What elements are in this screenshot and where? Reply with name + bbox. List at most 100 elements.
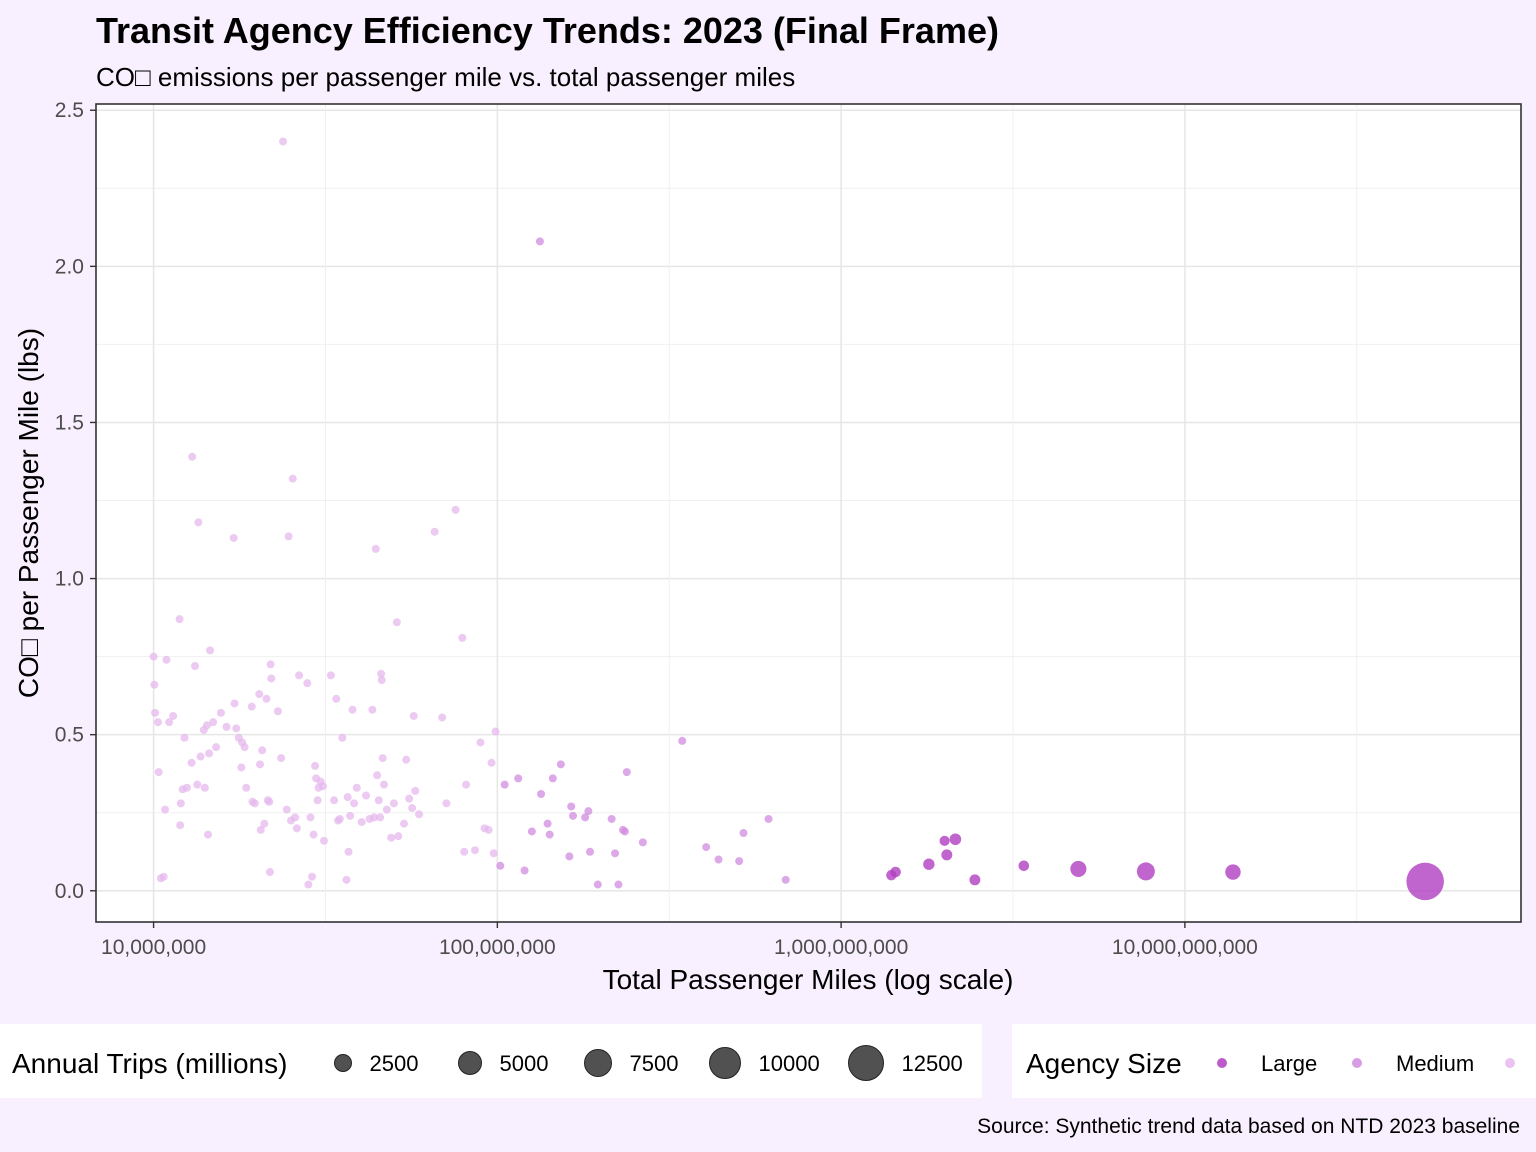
data-point-medium xyxy=(702,843,711,852)
data-point-small xyxy=(387,833,396,842)
x-axis-title: Total Passenger Miles (log scale) xyxy=(603,964,1014,995)
data-point-small xyxy=(409,711,418,720)
data-point-small xyxy=(292,824,301,833)
data-point-medium xyxy=(543,819,552,828)
color-legend-key xyxy=(1352,1058,1362,1068)
data-point-small xyxy=(209,718,218,727)
data-point-small xyxy=(188,452,197,461)
data-point-small xyxy=(256,760,265,769)
y-tick-label: 0.0 xyxy=(55,880,84,903)
data-point-small xyxy=(362,791,371,800)
data-point-small xyxy=(303,679,312,688)
data-point-small xyxy=(318,782,327,791)
data-point-medium xyxy=(581,813,590,822)
data-point-small xyxy=(392,618,401,627)
data-point-small xyxy=(182,783,191,792)
data-point-small xyxy=(229,533,238,542)
data-point-small xyxy=(256,825,265,834)
data-point-large xyxy=(949,833,962,846)
data-point-small xyxy=(202,721,211,730)
data-point-small xyxy=(389,799,398,808)
data-point-small xyxy=(291,813,300,822)
data-point-small xyxy=(282,805,291,814)
data-point-medium xyxy=(611,849,620,858)
size-legend-key xyxy=(584,1049,612,1077)
size-legend-label: 10000 xyxy=(759,1051,820,1076)
x-tick-label: 1,000,000,000 xyxy=(774,936,908,959)
data-point-small xyxy=(309,830,318,839)
data-point-small xyxy=(378,754,387,763)
data-point-small xyxy=(237,763,246,772)
data-point-small xyxy=(230,699,239,708)
y-tick-label: 1.5 xyxy=(55,411,84,434)
color-legend-box xyxy=(1012,1024,1536,1098)
data-point-small xyxy=(205,749,214,758)
data-point-large xyxy=(923,858,935,870)
color-legend-label: Medium xyxy=(1396,1051,1474,1076)
data-point-small xyxy=(394,832,403,841)
data-point-small xyxy=(379,780,388,789)
size-legend-label: 12500 xyxy=(902,1051,963,1076)
data-point-small xyxy=(222,722,231,731)
data-point-medium xyxy=(569,811,578,820)
data-point-small xyxy=(266,660,275,669)
gridlines xyxy=(96,104,1521,922)
data-point-small xyxy=(332,694,341,703)
data-point-large xyxy=(890,866,901,878)
data-point-medium xyxy=(537,789,546,798)
data-point-small xyxy=(260,819,269,828)
data-point-small xyxy=(250,799,259,808)
data-point-small xyxy=(352,783,361,792)
data-point-small xyxy=(357,818,366,827)
data-point-small xyxy=(194,518,203,527)
data-point-small xyxy=(267,674,276,683)
data-point-small xyxy=(284,532,293,541)
data-points xyxy=(149,137,1444,901)
y-tick-label: 0.5 xyxy=(55,724,84,747)
data-point-small xyxy=(342,875,351,884)
data-point-small xyxy=(255,690,264,699)
data-point-small xyxy=(153,718,162,727)
data-point-medium xyxy=(735,857,744,866)
data-point-small xyxy=(382,805,391,814)
data-point-medium xyxy=(585,847,594,856)
data-point-small xyxy=(232,724,241,733)
size-legend-key xyxy=(709,1047,741,1079)
data-point-small xyxy=(149,652,158,661)
data-point-small xyxy=(370,813,379,822)
data-point-small xyxy=(330,796,339,805)
data-point-small xyxy=(265,797,274,806)
data-point-medium xyxy=(764,814,773,823)
data-point-medium xyxy=(622,768,631,777)
data-point-medium xyxy=(565,852,574,861)
data-point-small xyxy=(193,780,202,789)
data-point-medium xyxy=(584,807,593,816)
data-point-small xyxy=(399,819,408,828)
data-point-small xyxy=(176,821,185,830)
data-point-small xyxy=(460,847,469,856)
data-point-small xyxy=(187,758,196,767)
data-point-medium xyxy=(556,760,565,769)
data-point-small xyxy=(408,804,417,813)
data-point-medium xyxy=(496,861,505,870)
data-point-small xyxy=(405,794,414,803)
data-point-small xyxy=(368,705,377,714)
data-point-small xyxy=(161,805,170,814)
data-point-medium xyxy=(620,827,629,836)
data-point-small xyxy=(471,846,480,855)
data-point-large xyxy=(1136,862,1155,881)
chart-subtitle: CO□ emissions per passenger mile vs. tot… xyxy=(96,62,795,92)
size-legend-key xyxy=(848,1045,884,1081)
data-point-small xyxy=(212,743,221,752)
data-point-medium xyxy=(567,802,576,811)
size-legend-label: 2500 xyxy=(370,1051,419,1076)
data-point-small xyxy=(373,771,382,780)
data-point-small xyxy=(491,727,500,736)
data-point-small xyxy=(204,830,213,839)
data-point-small xyxy=(350,799,359,808)
y-axis-ticks: 0.0 0.5 1.0 1.5 2.0 2.5 xyxy=(55,99,96,903)
data-point-small xyxy=(348,705,357,714)
data-point-small xyxy=(262,694,271,703)
data-point-small xyxy=(162,655,171,664)
